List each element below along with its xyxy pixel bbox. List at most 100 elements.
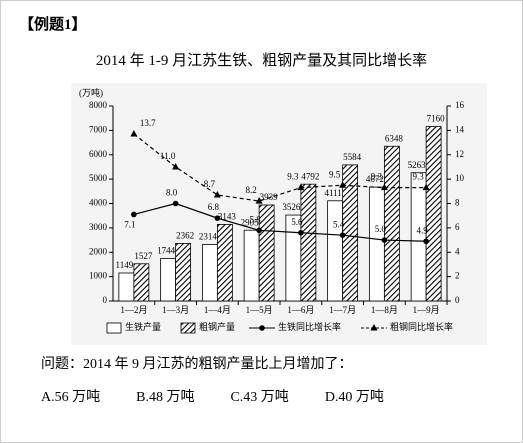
bar-value-label: 3939 bbox=[260, 192, 279, 202]
x-tick-label: 1—5月 bbox=[246, 305, 273, 315]
bar-value-label: 4672 bbox=[366, 174, 384, 184]
y-tick-label: 3000 bbox=[89, 222, 108, 232]
x-tick-label: 1—2月 bbox=[120, 305, 147, 315]
chart-title: 2014 年 1-9 月江苏生铁、粗钢产量及其同比增长率 bbox=[95, 53, 428, 69]
bar bbox=[410, 172, 427, 302]
chart: (万吨) 0 1000 2000 3000 4000 5000 6000 7000 8000 0 2… bbox=[71, 83, 487, 345]
y2-tick-label: 16 bbox=[455, 100, 465, 110]
x-tick-label: 1—4月 bbox=[204, 305, 231, 315]
legend-marker bbox=[370, 324, 378, 331]
line-value-label: 4.9 bbox=[417, 225, 429, 235]
bar bbox=[243, 229, 260, 302]
line-value-label: 8.2 bbox=[246, 185, 257, 195]
bar bbox=[160, 258, 177, 302]
x-tick-label: 1—7月 bbox=[329, 305, 356, 315]
bar bbox=[175, 243, 192, 302]
y-tick-label: 8000 bbox=[89, 100, 108, 110]
option: A.56 万吨 bbox=[41, 390, 101, 405]
bar bbox=[118, 272, 135, 302]
y-tick-label: 2000 bbox=[89, 246, 108, 256]
bar-value-label: 4792 bbox=[301, 171, 319, 181]
marker bbox=[214, 215, 221, 221]
option: D.40 万吨 bbox=[324, 390, 384, 405]
line-value-label: 5.0 bbox=[375, 224, 387, 234]
bar bbox=[383, 145, 400, 302]
line-value-label: 9.3 bbox=[287, 172, 299, 182]
y-tick-label: 1000 bbox=[89, 271, 108, 281]
y-axis-label: (万吨) bbox=[79, 87, 103, 98]
marker bbox=[422, 183, 430, 191]
marker bbox=[339, 181, 347, 188]
question: 问题：2014 年 9 月江苏的粗钢产量比上月增加了： bbox=[41, 357, 353, 372]
bar-value-label: 3143 bbox=[218, 211, 237, 221]
y2-tick-label: 0 bbox=[455, 295, 460, 305]
bar bbox=[216, 223, 233, 302]
legend-label: 生铁产量 bbox=[125, 321, 161, 332]
marker bbox=[131, 211, 137, 218]
y2-tick-label: 10 bbox=[455, 173, 465, 183]
marker bbox=[172, 200, 179, 207]
y2-tick-label: 12 bbox=[455, 149, 464, 159]
line-value-label: 8.0 bbox=[166, 188, 178, 198]
marker bbox=[255, 197, 263, 204]
y2-tick-label: 4 bbox=[455, 246, 460, 256]
marker bbox=[256, 227, 262, 234]
line bbox=[133, 202, 427, 242]
bar-value-label: 5584 bbox=[343, 152, 362, 162]
x-tick-label: 1—9月 bbox=[413, 305, 440, 315]
option: C.43 万吨 bbox=[230, 390, 289, 405]
y-tick-label: 7000 bbox=[89, 124, 108, 134]
bar-value-label: 6348 bbox=[385, 133, 404, 143]
y-tick-label: 0 bbox=[103, 295, 108, 305]
bar bbox=[258, 204, 275, 302]
x-tick-label: 1—6月 bbox=[287, 305, 314, 315]
y2-tick-label: 8 bbox=[455, 198, 460, 208]
bar bbox=[133, 263, 150, 302]
line-value-label: 5.8 bbox=[250, 214, 262, 224]
line bbox=[133, 133, 427, 202]
bar bbox=[201, 244, 218, 302]
bar-value-label: 2314 bbox=[199, 232, 218, 242]
line-value-label: 9.3 bbox=[413, 172, 425, 182]
bar bbox=[327, 200, 344, 302]
marker bbox=[423, 238, 429, 245]
bar-value-label: 3526 bbox=[282, 202, 301, 212]
line-value-label: 9.3 bbox=[371, 172, 383, 182]
legend-swatch bbox=[106, 322, 122, 334]
line-value-label: 11.0 bbox=[160, 151, 176, 161]
header: 【例题1】 bbox=[19, 17, 87, 33]
bar-value-label: 1527 bbox=[134, 251, 153, 261]
marker bbox=[213, 190, 221, 198]
bar-value-label: 5263 bbox=[408, 160, 427, 170]
line-value-label: 9.5 bbox=[329, 169, 341, 179]
marker bbox=[298, 229, 304, 236]
line-value-label: 7.1 bbox=[124, 220, 135, 230]
bar-value-label: 1744 bbox=[157, 246, 176, 256]
y2-tick-label: 2 bbox=[455, 271, 460, 281]
bar-value-label: 2362 bbox=[176, 230, 194, 240]
bar-value-label: 4111 bbox=[324, 188, 341, 198]
y-tick-label: 6000 bbox=[89, 149, 108, 159]
bar bbox=[300, 183, 317, 302]
bar-value-label: 2905 bbox=[241, 217, 260, 227]
x-tick-label: 1—3月 bbox=[162, 305, 189, 315]
marker bbox=[297, 183, 305, 191]
line-value-label: 8.7 bbox=[204, 179, 216, 189]
legend-label: 粗钢同比增长率 bbox=[390, 321, 453, 332]
legend-marker bbox=[259, 325, 265, 331]
legend-swatch bbox=[180, 322, 196, 334]
line-value-label: 5.6 bbox=[291, 217, 303, 227]
y2-tick-label: 14 bbox=[455, 124, 465, 134]
marker bbox=[172, 162, 180, 170]
line-value-label: 13.7 bbox=[140, 118, 156, 128]
bar bbox=[425, 126, 442, 302]
bar-value-label: 1149 bbox=[116, 260, 134, 270]
legend-label: 生铁同比增长率 bbox=[278, 321, 341, 332]
options: A.56 万吨 B.48 万吨 C.43 万吨 D.40 万吨 bbox=[41, 386, 384, 406]
y-tick-label: 5000 bbox=[89, 173, 108, 183]
legend-label: 粗钢产量 bbox=[199, 321, 235, 332]
y2-tick-label: 6 bbox=[455, 222, 460, 232]
y-tick-label: 4000 bbox=[89, 198, 108, 208]
line-value-label: 6.8 bbox=[208, 202, 220, 212]
marker bbox=[380, 183, 388, 191]
